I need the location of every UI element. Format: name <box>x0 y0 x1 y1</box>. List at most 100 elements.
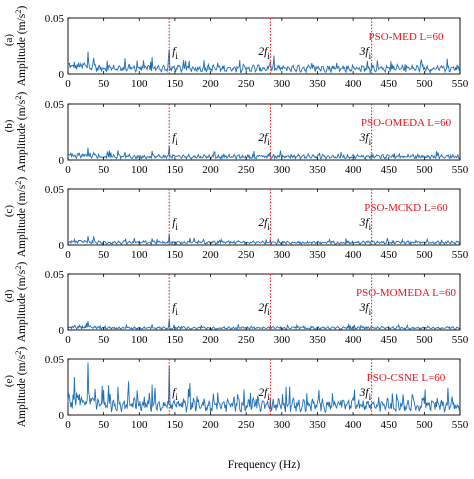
x-tick-label: 150 <box>167 164 184 176</box>
y-tick-label: 0.05 <box>45 184 65 196</box>
panel-letter: (a) <box>3 34 15 47</box>
harmonic-label: 2fi <box>258 217 270 232</box>
x-tick-label: 0 <box>65 164 71 176</box>
x-tick-label: 350 <box>309 78 326 90</box>
harmonic-label: 3fi <box>359 46 372 61</box>
panel-letter: (b) <box>3 119 15 132</box>
panel-a: fi 2fi 3fi PSO-MED L=60 0 50 100 150 200 250 300 35… <box>3 6 469 90</box>
panel-d: fi 2fi 3fi PSO-MOMEDA L=60 0 50 100 150 200 250 30… <box>3 262 469 346</box>
x-tick-label: 400 <box>345 164 362 176</box>
y-axis-title-exponent: 2 <box>13 181 23 185</box>
x-tick-label: 550 <box>452 334 469 346</box>
x-tick-label: 550 <box>452 78 469 90</box>
method-label: PSO-CSNE L=60 <box>367 372 446 384</box>
x-tick-label: 50 <box>98 334 110 346</box>
y-tick-label: 0.05 <box>45 354 65 366</box>
y-axis-title: Amplitude (m/s2) <box>13 347 28 428</box>
panel-e: fi 2fi 3fi PSO-CSNE L=60 0 50 100 150 200 250 300 3… <box>3 347 469 431</box>
x-tick-label: 200 <box>202 419 219 431</box>
x-tick-label: 350 <box>309 419 326 431</box>
plot-frame <box>67 273 461 331</box>
harmonic-label: 3fi <box>359 387 372 402</box>
y-tick-label: 0 <box>59 410 65 422</box>
harmonic-label-subscript: i <box>175 137 178 147</box>
x-tick-label: 350 <box>309 249 326 261</box>
x-tick-label: 250 <box>238 334 255 346</box>
x-tick-label: 400 <box>345 419 362 431</box>
harmonic-label-subscript: i <box>267 307 270 317</box>
x-tick-label: 450 <box>380 249 397 261</box>
x-tick-label: 550 <box>452 419 469 431</box>
x-tick-label: 350 <box>309 334 326 346</box>
harmonic-label: fi <box>172 302 178 317</box>
plot-frame <box>67 17 461 75</box>
harmonic-label: fi <box>172 387 178 402</box>
harmonic-label-subscript: i <box>369 222 372 232</box>
harmonic-label-subscript: i <box>175 392 178 402</box>
panel-letter: (e) <box>3 375 15 388</box>
y-tick-label: 0.05 <box>45 269 65 281</box>
spectrum-line <box>67 362 461 414</box>
harmonic-label-subscript: i <box>369 51 372 61</box>
y-axis-title-exponent: 2 <box>13 96 23 100</box>
plot-frame <box>67 358 461 416</box>
y-axis-title: Amplitude (m/s2) <box>13 177 28 258</box>
harmonic-label: 2fi <box>258 387 270 402</box>
method-label: PSO-MED L=60 <box>369 31 444 43</box>
harmonic-label: 2fi <box>258 302 270 317</box>
x-tick-label: 150 <box>167 334 184 346</box>
x-tick-label: 0 <box>65 419 71 431</box>
x-tick-label: 250 <box>238 249 255 261</box>
harmonic-label: fi <box>172 46 178 61</box>
x-tick-label: 500 <box>416 164 433 176</box>
x-tick-label: 0 <box>65 78 71 90</box>
method-label: PSO-MCKD L=60 <box>364 202 448 214</box>
x-tick-label: 500 <box>416 334 433 346</box>
y-axis-title-suffix: ) <box>16 92 28 96</box>
y-axis-title-exponent: 2 <box>13 266 23 270</box>
method-label: PSO-MOMEDA L=60 <box>356 287 457 299</box>
x-tick-label: 50 <box>98 78 110 90</box>
harmonic-label-subscript: i <box>175 307 178 317</box>
panel-c: fi 2fi 3fi PSO-MCKD L=60 0 50 100 150 200 250 300 3… <box>3 177 469 261</box>
y-axis-title-exponent: 2 <box>13 10 23 14</box>
plot-frame <box>67 188 461 246</box>
y-axis-title-suffix: ) <box>16 262 28 266</box>
x-tick-label: 200 <box>202 334 219 346</box>
y-tick-label: 0.05 <box>45 99 65 111</box>
x-tick-label: 150 <box>167 249 184 261</box>
x-tick-label: 50 <box>98 249 110 261</box>
x-tick-label: 550 <box>452 249 469 261</box>
x-tick-label: 300 <box>274 164 291 176</box>
harmonic-label-subscript: i <box>369 392 372 402</box>
y-axis-title: Amplitude (m/s2) <box>13 6 28 87</box>
harmonic-label: fi <box>172 132 178 147</box>
method-label: PSO-OMEDA L=60 <box>361 117 452 129</box>
y-axis-title-exponent: 2 <box>13 351 23 355</box>
spectrum-line <box>67 233 461 246</box>
x-tick-label: 100 <box>131 249 148 261</box>
harmonic-label-subscript: i <box>369 307 372 317</box>
x-tick-label: 200 <box>202 164 219 176</box>
harmonic-label-subscript: i <box>369 137 372 147</box>
y-axis-title: Amplitude (m/s2) <box>13 262 28 343</box>
x-tick-label: 200 <box>202 249 219 261</box>
x-tick-label: 400 <box>345 78 362 90</box>
y-tick-label: 0 <box>59 240 65 252</box>
harmonic-label: fi <box>172 217 178 232</box>
x-tick-label: 50 <box>98 419 110 431</box>
panel-letter: (d) <box>3 289 15 302</box>
harmonic-label: 3fi <box>359 302 372 317</box>
x-tick-label: 550 <box>452 164 469 176</box>
x-tick-label: 500 <box>416 249 433 261</box>
harmonic-label: 3fi <box>359 217 372 232</box>
x-tick-label: 300 <box>274 419 291 431</box>
x-tick-label: 250 <box>238 78 255 90</box>
x-tick-label: 400 <box>345 249 362 261</box>
spectrum-line <box>67 49 461 75</box>
harmonic-label-subscript: i <box>267 51 270 61</box>
panel-letter: (c) <box>3 205 15 218</box>
harmonic-label-subscript: i <box>175 222 178 232</box>
y-tick-label: 0 <box>59 69 65 81</box>
